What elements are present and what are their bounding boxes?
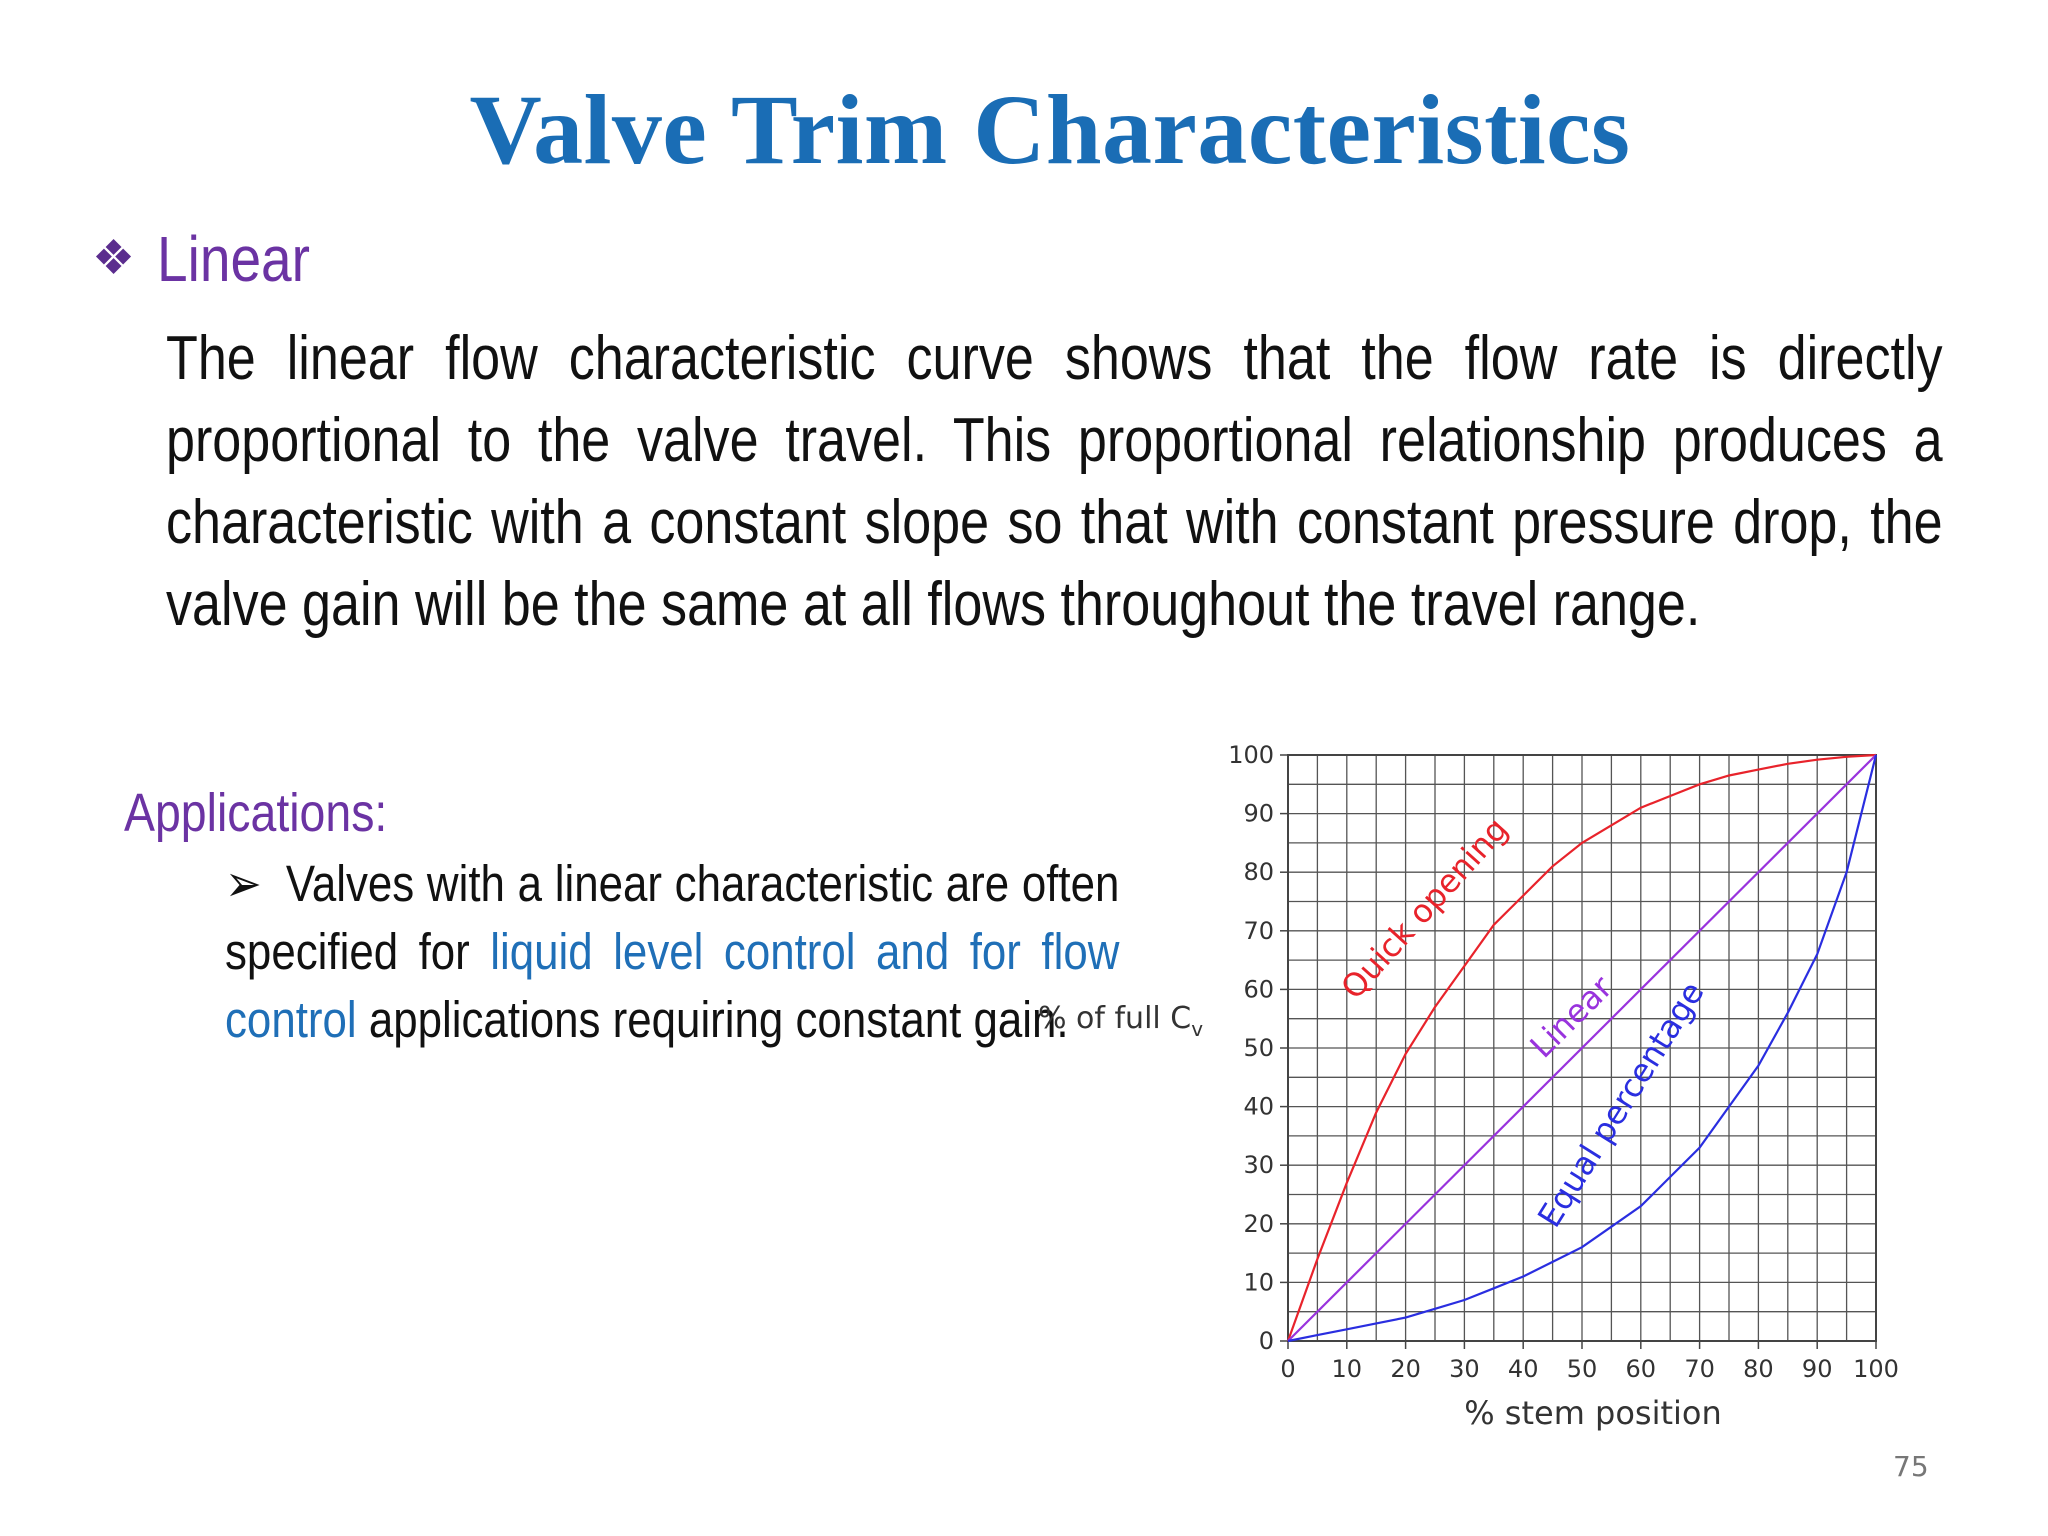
y-tick-label: 20	[1243, 1210, 1274, 1238]
y-tick-label: 0	[1259, 1327, 1274, 1355]
y-tick-label: 50	[1243, 1034, 1274, 1062]
y-tick-label: 10	[1243, 1268, 1274, 1296]
y-tick-label: 90	[1243, 800, 1274, 828]
applications-text-before: Valves with a linear characteristic are …	[225, 855, 1120, 980]
x-tick-label: 10	[1332, 1355, 1363, 1383]
y-tick-label: 70	[1243, 917, 1274, 945]
arrow-bullet-icon: ➢	[225, 855, 262, 912]
bullet-linear: ❖ Linear	[92, 222, 335, 296]
chart-curves	[1286, 753, 1878, 1343]
chart-grid	[1288, 755, 1876, 1341]
applications-highlight: liquid level control and for flow contro…	[225, 923, 1120, 1048]
y-tick-label: 40	[1243, 1093, 1274, 1121]
applications-body: ➢ Valves with a linear characteristic are…	[225, 850, 1119, 1054]
slide-title: Valve Trim Characteristics	[469, 74, 1631, 185]
x-tick-label: 20	[1390, 1355, 1421, 1383]
x-tick-label: 60	[1626, 1355, 1657, 1383]
page-number: 75	[1893, 1450, 1929, 1483]
y-tick-label: 100	[1228, 741, 1274, 769]
x-tick-label: 70	[1684, 1355, 1715, 1383]
diamond-cluster-icon: ❖	[92, 232, 136, 285]
y-tick-label: 30	[1243, 1151, 1274, 1179]
x-tick-label: 0	[1280, 1355, 1295, 1383]
series-label: Quick opening	[1333, 810, 1515, 1006]
series-line	[1286, 753, 1877, 1342]
x-tick-label: 30	[1449, 1355, 1480, 1383]
applications-text-after: applications requiring constant gain.	[356, 991, 1069, 1048]
series-line	[1287, 754, 1877, 1342]
x-tick-label: 50	[1567, 1355, 1598, 1383]
chart-axes: 0 10 20 30 40 50 60 70 80 90 100 0 10 20 30 40 50 60 70 80 9…	[1228, 741, 1899, 1383]
series-line	[1287, 754, 1878, 1343]
x-tick-label: 40	[1508, 1355, 1539, 1383]
description-paragraph: The linear flow characteristic curve sho…	[166, 324, 1943, 639]
y-axis-label: % of full Cv	[1038, 1001, 1203, 1041]
series-label: Linear	[1523, 968, 1621, 1066]
x-axis-label: % stem position	[1464, 1394, 1722, 1432]
y-tick-label: 80	[1243, 858, 1274, 886]
x-tick-label: 100	[1853, 1355, 1899, 1383]
y-tick-label: 60	[1243, 975, 1274, 1003]
x-tick-label: 80	[1743, 1355, 1774, 1383]
x-tick-label: 90	[1802, 1355, 1833, 1383]
applications-heading: Applications:	[124, 783, 388, 843]
bullet-label: Linear	[157, 223, 311, 295]
